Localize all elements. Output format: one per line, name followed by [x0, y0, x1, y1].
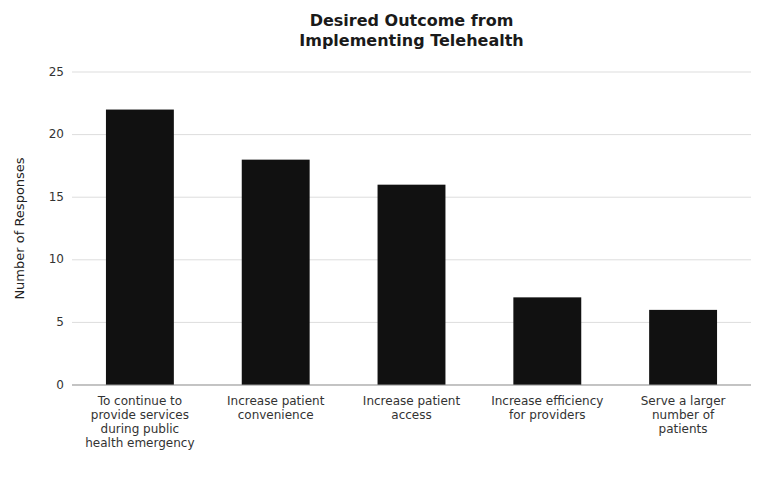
- bar: [649, 310, 717, 385]
- x-axis-line: [72, 385, 751, 386]
- title: Desired Outcome fromImplementing Telehea…: [299, 11, 523, 50]
- x-tick-label: Increase patientaccess: [363, 394, 461, 422]
- x-tick-label: To continue toprovide servicesduring pub…: [85, 394, 194, 450]
- chart: 0 5 10 15 20 25 To continue toprovide services…: [0, 0, 771, 497]
- y-tick-label: 15: [49, 190, 64, 204]
- x-tick-label: Increase patientconvenience: [227, 394, 325, 422]
- bars: [106, 110, 717, 385]
- x-tick-label: Increase efficiencyfor providers: [491, 394, 603, 422]
- grid-line: [72, 385, 751, 386]
- bar: [513, 297, 581, 385]
- bar: [378, 185, 446, 385]
- y-tick-label: 10: [49, 252, 64, 266]
- y-axis-label: Number of Responses: [12, 157, 27, 299]
- grid-line: [72, 72, 751, 73]
- chart-container: 0 5 10 15 20 25 To continue toprovide services…: [0, 0, 771, 497]
- y-tick-label: 0: [56, 378, 64, 392]
- y-tick-labels: 0 5 10 15 20 25: [49, 65, 64, 392]
- y-tick-label: 5: [56, 315, 64, 329]
- bar: [242, 160, 310, 385]
- x-tick-labels: To continue toprovide servicesduring pub…: [85, 394, 725, 450]
- bar: [106, 110, 174, 385]
- x-tick-label: Serve a largernumber ofpatients: [641, 394, 726, 436]
- y-tick-label: 20: [49, 127, 64, 141]
- y-tick-label: 25: [49, 65, 64, 79]
- y-grid: [72, 72, 751, 385]
